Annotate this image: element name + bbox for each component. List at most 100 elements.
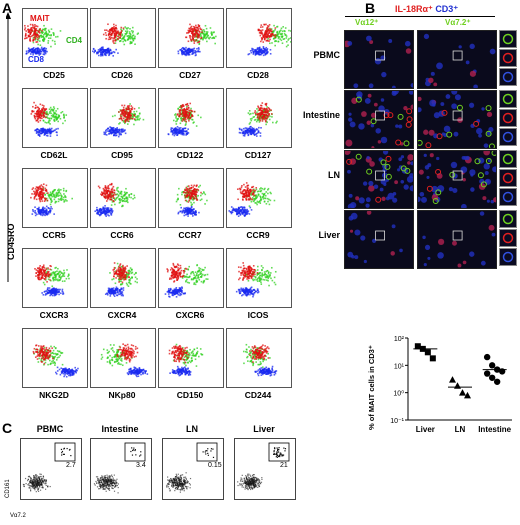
facs-plot-ccr9 (226, 168, 292, 228)
row-label-pbmc: PBMC (313, 50, 341, 60)
facs-plot-cd95 (90, 88, 156, 148)
flow-plot-ln (162, 438, 224, 500)
chart-point (488, 374, 496, 381)
facs-plot-cd28 (226, 8, 292, 68)
inset-ln-3 (499, 188, 517, 206)
facs-plot-cxcr6 (158, 248, 224, 308)
marker-label-nkp80: NKp80 (108, 390, 136, 400)
panel-c-letter: C (2, 420, 13, 436)
chart-point (449, 376, 456, 383)
facs-plot-nkp80 (90, 328, 156, 388)
gate-value-pbmc: 2.7 (66, 462, 76, 469)
col1-label: Vα12⁺ (355, 18, 379, 27)
facs-plot-cd62l (22, 88, 88, 148)
micrograph-intestine-2 (417, 90, 497, 149)
facs-plot-nkg2d (22, 328, 88, 388)
inset-pbmc-3 (499, 68, 517, 86)
chart-x-tick-label: LN (455, 425, 466, 434)
chart-point (454, 382, 461, 389)
inset-ln-1 (499, 150, 517, 168)
facs-plot-cd150 (158, 328, 224, 388)
chart-x-tick-label: Intestine (478, 425, 511, 434)
chart-point (483, 370, 491, 377)
marker-label-cd28: CD28 (247, 70, 269, 80)
marker-label-cxcr3: CXCR3 (39, 310, 69, 320)
panel-b-header-line (345, 16, 495, 17)
inset-liver-2 (499, 229, 517, 247)
marker-label-cd127: CD127 (244, 150, 272, 160)
marker-label-cd244: CD244 (244, 390, 272, 400)
panel-a-letter: A (2, 0, 13, 16)
inset-intestine-1 (499, 90, 517, 108)
marker-label-nkg2d: NKG2D (39, 390, 69, 400)
chart-point (464, 391, 471, 399)
inset-liver-1 (499, 210, 517, 228)
facs-plot-cd25 (22, 8, 88, 68)
chart-y-tick-label: 10¹ (394, 363, 405, 370)
micrograph-liver-1 (344, 210, 414, 269)
inset-liver-3 (499, 248, 517, 266)
chart-point (414, 343, 421, 350)
marker-label-cd25: CD25 (43, 70, 65, 80)
flow-plot-intestine (90, 438, 152, 500)
chart-point (424, 349, 431, 356)
micrograph-intestine-1 (344, 90, 414, 149)
col2-label: Vα7.2⁺ (445, 18, 471, 27)
chart-y-tick-label: 10⁰ (393, 390, 404, 398)
gate-value-ln: 0.15 (208, 462, 222, 469)
legend-cd8: CD8 (28, 55, 45, 64)
panel-c-title-pbmc: PBMC (36, 424, 64, 434)
panel-b-letter: B (365, 0, 376, 16)
marker-label-ccr9: CCR9 (246, 230, 270, 240)
chart-point (483, 353, 491, 361)
legend-cd4: CD4 (66, 36, 83, 45)
facs-plot-cxcr4 (90, 248, 156, 308)
panel-c-title-liver: Liver (253, 424, 275, 434)
gate-value-intestine: 3.4 (136, 462, 146, 469)
row-label-liver: Liver (318, 230, 340, 240)
marker-label-cd27: CD27 (179, 70, 201, 80)
inset-ln-2 (499, 169, 517, 187)
header-red-label: IL-18Rα⁺ (395, 4, 433, 14)
chart-y-tick-label: 10⁻¹ (390, 418, 404, 425)
panel-b-header: IL-18Rα⁺ CD3⁺ (395, 4, 458, 15)
legend-mait: MAIT (30, 14, 50, 23)
chart-point (429, 355, 436, 362)
mait-frequency-chart: 10⁻¹ 10⁰ 10¹ 10² Liver LN Intestine (390, 336, 512, 434)
marker-label-icos: ICOS (247, 310, 269, 320)
facs-plot-cd244 (226, 328, 292, 388)
gate-value-liver: 21 (280, 462, 288, 469)
micrograph-liver-2 (417, 210, 497, 269)
marker-label-cd150: CD150 (176, 390, 204, 400)
chart-y-tick-label: 10² (394, 336, 405, 343)
flow-plot-liver (234, 438, 296, 500)
panel-c-title-intestine: Intestine (101, 424, 139, 434)
panel-c-title-ln: LN (186, 424, 198, 434)
facs-plot-cd127 (226, 88, 292, 148)
chart-point (493, 378, 501, 385)
facs-plot-cd122 (158, 88, 224, 148)
facs-plot-icos (226, 248, 292, 308)
panel-c-x-axis-label: Vα7.2 (10, 513, 26, 519)
micrograph-ln-1 (344, 150, 414, 209)
chart-point (459, 389, 466, 396)
chart-x-tick-label: Liver (416, 425, 435, 434)
inset-pbmc-1 (499, 30, 517, 48)
facs-plot-cxcr3 (22, 248, 88, 308)
facs-plot-ccr5 (22, 168, 88, 228)
header-blue-label: CD3⁺ (435, 4, 459, 14)
marker-label-ccr7: CCR7 (178, 230, 202, 240)
chart-point (488, 362, 496, 369)
row-label-intestine: Intestine (302, 110, 340, 120)
inset-pbmc-2 (499, 49, 517, 67)
micrograph-ln-2 (417, 150, 497, 209)
micrograph-pbmc-1 (344, 30, 414, 89)
marker-label-cd122: CD122 (176, 150, 204, 160)
flow-plot-pbmc (20, 438, 82, 500)
facs-plot-cd26 (90, 8, 156, 68)
marker-label-cxcr6: CXCR6 (175, 310, 205, 320)
marker-label-cd62l: CD62L (40, 150, 68, 160)
panel-a-y-axis-arrow (6, 12, 11, 282)
marker-label-ccr5: CCR5 (42, 230, 66, 240)
inset-intestine-3 (499, 128, 517, 146)
